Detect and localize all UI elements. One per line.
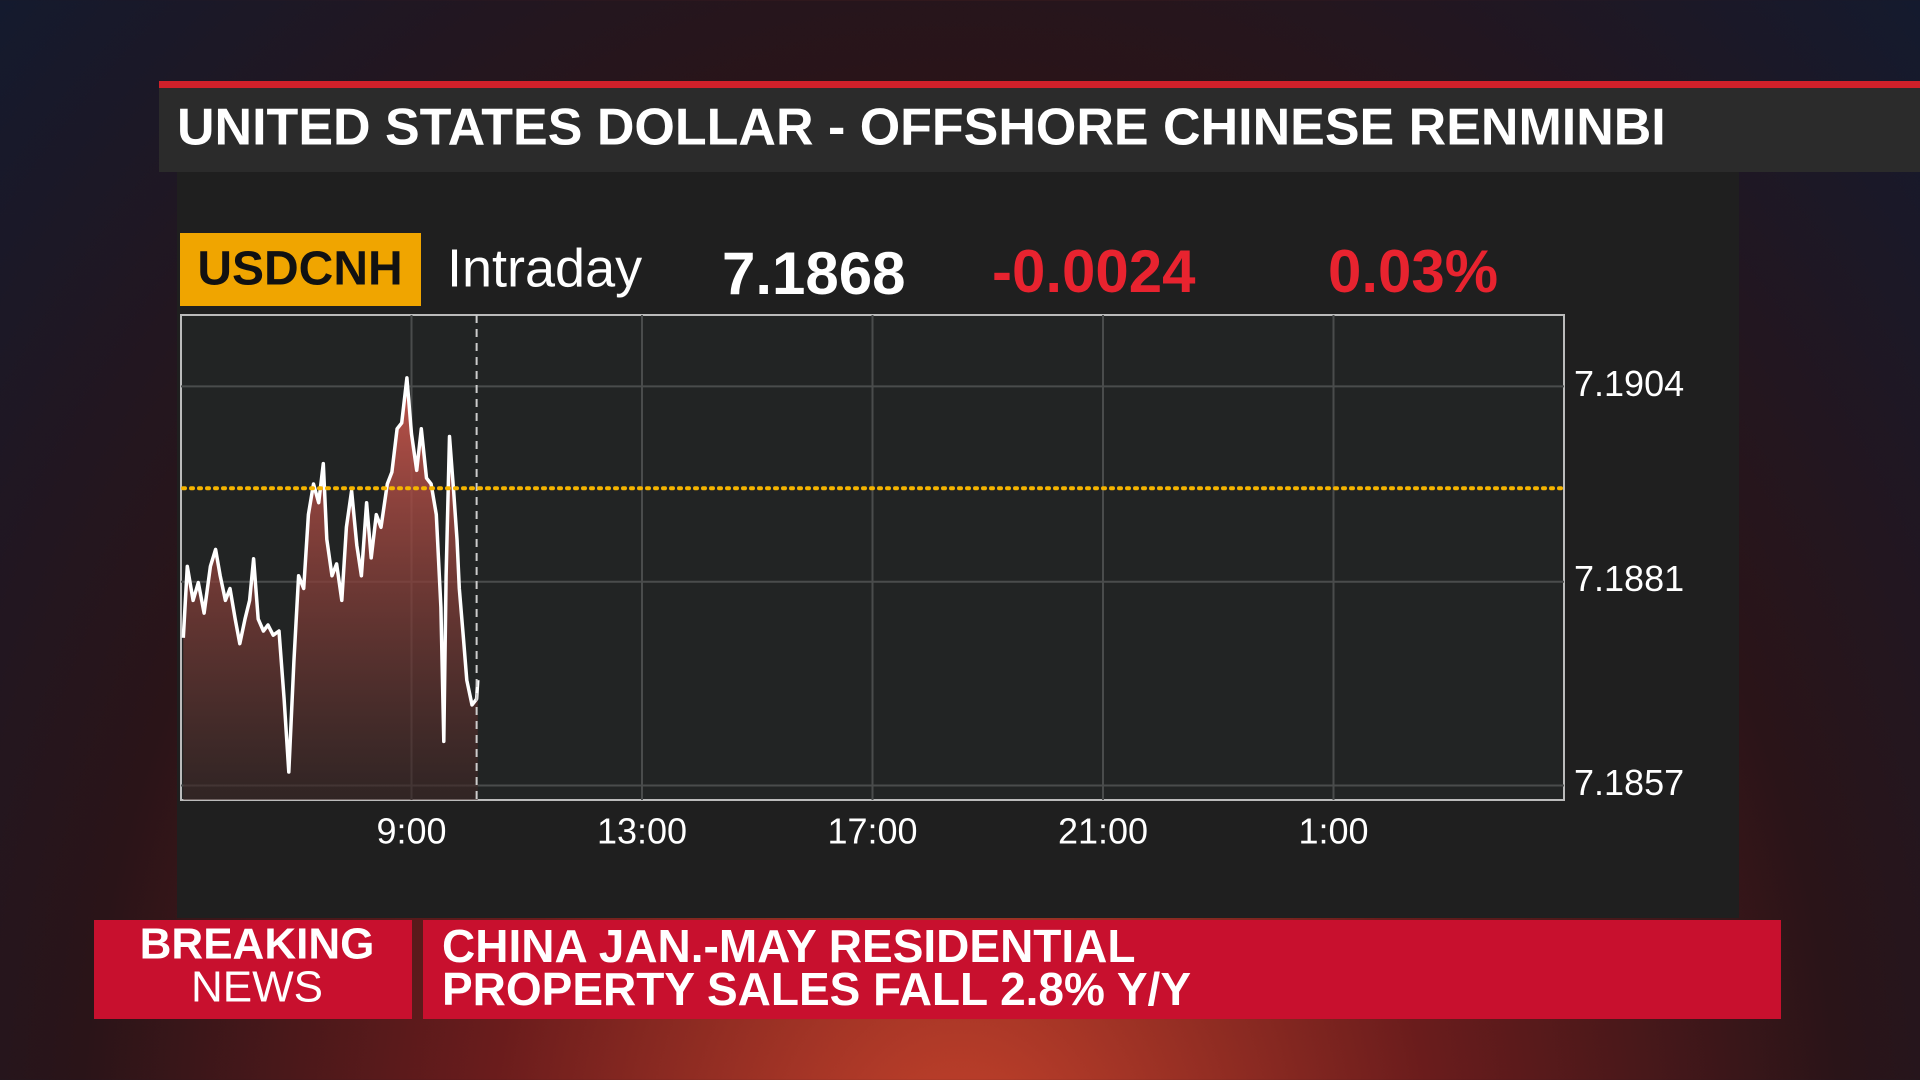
x-tick-label: 13:00: [597, 811, 687, 852]
y-tick-label: 7.1904: [1574, 363, 1684, 404]
y-tick-label: 7.1881: [1574, 558, 1684, 599]
headline-line: PROPERTY SALES FALL 2.8% Y/Y: [442, 963, 1191, 1015]
price-line: [181, 376, 480, 774]
y-tick-label: 7.1857: [1574, 762, 1684, 803]
x-tick-label: 1:00: [1298, 811, 1368, 852]
change-pct: 0.03%: [1328, 238, 1498, 305]
news-label: NEWS: [191, 963, 323, 1012]
title-bar: [159, 88, 1920, 172]
ticker-badge: [180, 233, 421, 306]
breaking-label: BREAKING: [140, 920, 375, 969]
plot: 9:00 13:00 17:00 21:00 1:00 7.1904 7.1881 7.185…: [181, 315, 1684, 852]
ticker: USDCNH: [197, 243, 402, 296]
x-tick-label: 21:00: [1058, 811, 1148, 852]
breaking-label-box: [94, 920, 412, 1019]
range-label: Intraday: [447, 238, 642, 298]
x-tick-label: 9:00: [376, 811, 446, 852]
title: UNITED STATES DOLLAR - OFFSHORE CHINESE …: [177, 99, 1666, 157]
headline-box: [423, 920, 1781, 1019]
last-price: 7.1868: [722, 240, 906, 307]
x-tick-label: 17:00: [827, 811, 917, 852]
area: [183, 377, 478, 800]
title-accent: [159, 81, 1920, 88]
change: -0.0024: [992, 238, 1196, 305]
headline-line: CHINA JAN.-MAY RESIDENTIAL: [442, 920, 1135, 972]
